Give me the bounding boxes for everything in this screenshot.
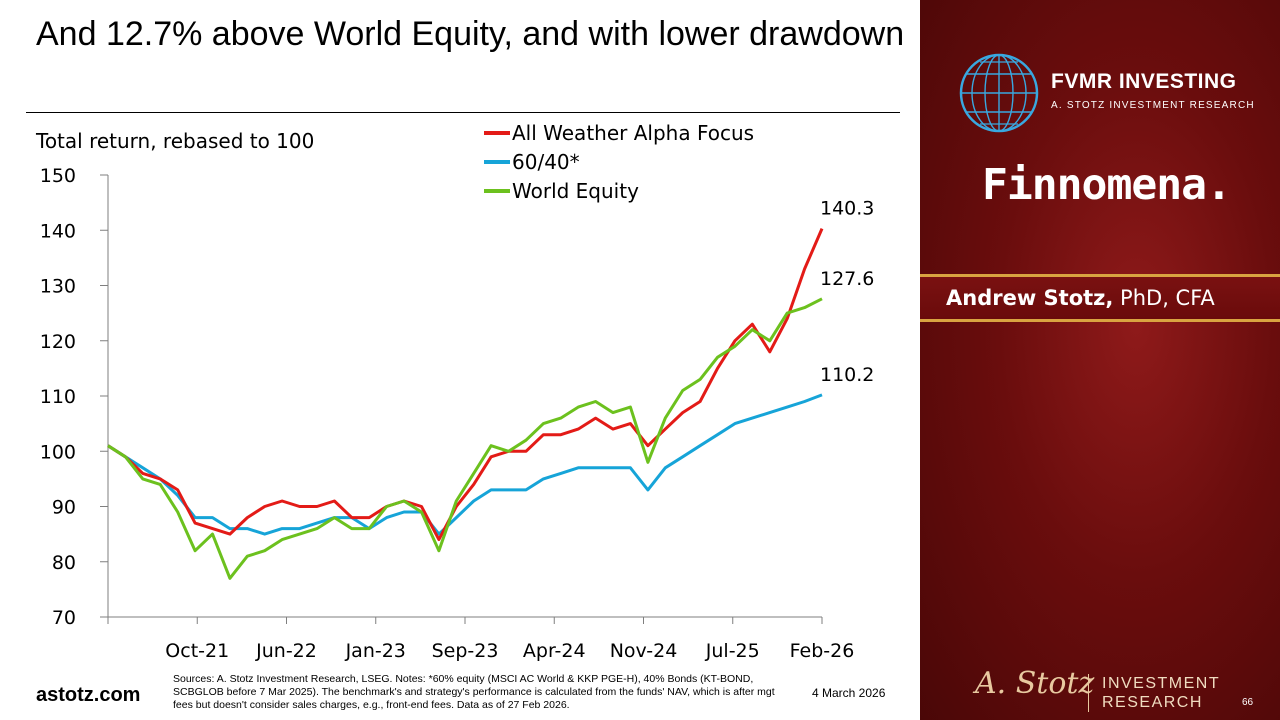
presenter-band: Andrew Stotz, PhD, CFA <box>920 274 1280 322</box>
x-tick-label: Jun-22 <box>255 640 317 662</box>
y-tick-label: 90 <box>52 497 76 519</box>
investment-research-logo: INVESTMENT RESEARCH <box>1102 674 1220 712</box>
presenter-credentials: PhD, CFA <box>1113 286 1215 310</box>
chart-y-label: Total return, rebased to 100 <box>35 129 314 153</box>
presenter-name-bold: Andrew Stotz, <box>946 286 1114 310</box>
y-tick-label: 130 <box>40 276 76 298</box>
y-tick-label: 120 <box>40 331 76 353</box>
series-end-labels: 140.3 110.2 127.6 <box>820 198 874 386</box>
series-line-0 <box>107 228 824 542</box>
slide-title: And 12.7% above World Equity, and with l… <box>36 15 905 53</box>
ir-line-1: INVESTMENT <box>1102 675 1221 692</box>
x-tick-label: Sep-23 <box>432 640 499 662</box>
x-axis: Oct-21 Jun-22 Jan-23 Sep-23 Apr-24 Nov-24 Jul-… <box>107 616 855 662</box>
signature-logo: A. Stotz <box>975 666 1095 701</box>
x-tick-label: Jul-25 <box>705 640 760 662</box>
x-tick-label: Oct-21 <box>165 640 229 662</box>
presenter-name: Andrew Stotz, PhD, CFA <box>946 286 1215 310</box>
y-axis: 70 80 90 100 110 120 130 140 150 <box>40 165 109 629</box>
legend-label-2: World Equity <box>512 179 639 203</box>
y-tick-label: 150 <box>40 165 76 187</box>
x-tick-label: Apr-24 <box>523 640 586 662</box>
end-label-1: 110.2 <box>820 364 874 386</box>
end-label-2: 127.6 <box>820 268 874 290</box>
legend-label-1: 60/40* <box>512 150 580 174</box>
site-url[interactable]: astotz.com <box>36 684 141 706</box>
page-number: 66 <box>1242 697 1254 708</box>
end-label-0: 140.3 <box>820 198 874 220</box>
series-line-2 <box>107 297 823 580</box>
signature-divider <box>1088 674 1089 712</box>
source-notes: Sources: A. Stotz Investment Research, L… <box>173 673 775 711</box>
finnomena-logo: Finnomena. <box>982 160 1232 210</box>
y-tick-label: 110 <box>40 386 76 408</box>
globe-icon <box>959 53 1039 133</box>
x-tick-label: Feb-26 <box>790 640 855 662</box>
ir-line-2: RESEARCH <box>1102 694 1203 711</box>
y-tick-label: 140 <box>40 220 76 242</box>
y-tick-label: 100 <box>40 441 76 463</box>
legend-label-0: All Weather Alpha Focus <box>512 121 754 145</box>
series-line-1 <box>107 393 823 536</box>
fvmr-subtitle: A. STOTZ INVESTMENT RESEARCH <box>1051 100 1255 111</box>
slide-date: 4 March 2026 <box>812 686 886 700</box>
title-divider <box>26 112 900 113</box>
fvmr-investing-logo-text: FVMR INVESTING <box>1051 70 1237 93</box>
branding-panel: FVMR INVESTING A. STOTZ INVESTMENT RESEA… <box>920 0 1280 720</box>
x-tick-label: Nov-24 <box>610 640 678 662</box>
chart-plot-area <box>107 228 824 580</box>
y-tick-label: 80 <box>52 552 76 574</box>
x-tick-label: Jan-23 <box>345 640 406 662</box>
y-tick-label: 70 <box>52 607 76 629</box>
chart-legend: All Weather Alpha Focus 60/40* World Equit… <box>484 121 754 203</box>
total-return-chart: Total return, rebased to 100 All Weather… <box>35 121 874 662</box>
